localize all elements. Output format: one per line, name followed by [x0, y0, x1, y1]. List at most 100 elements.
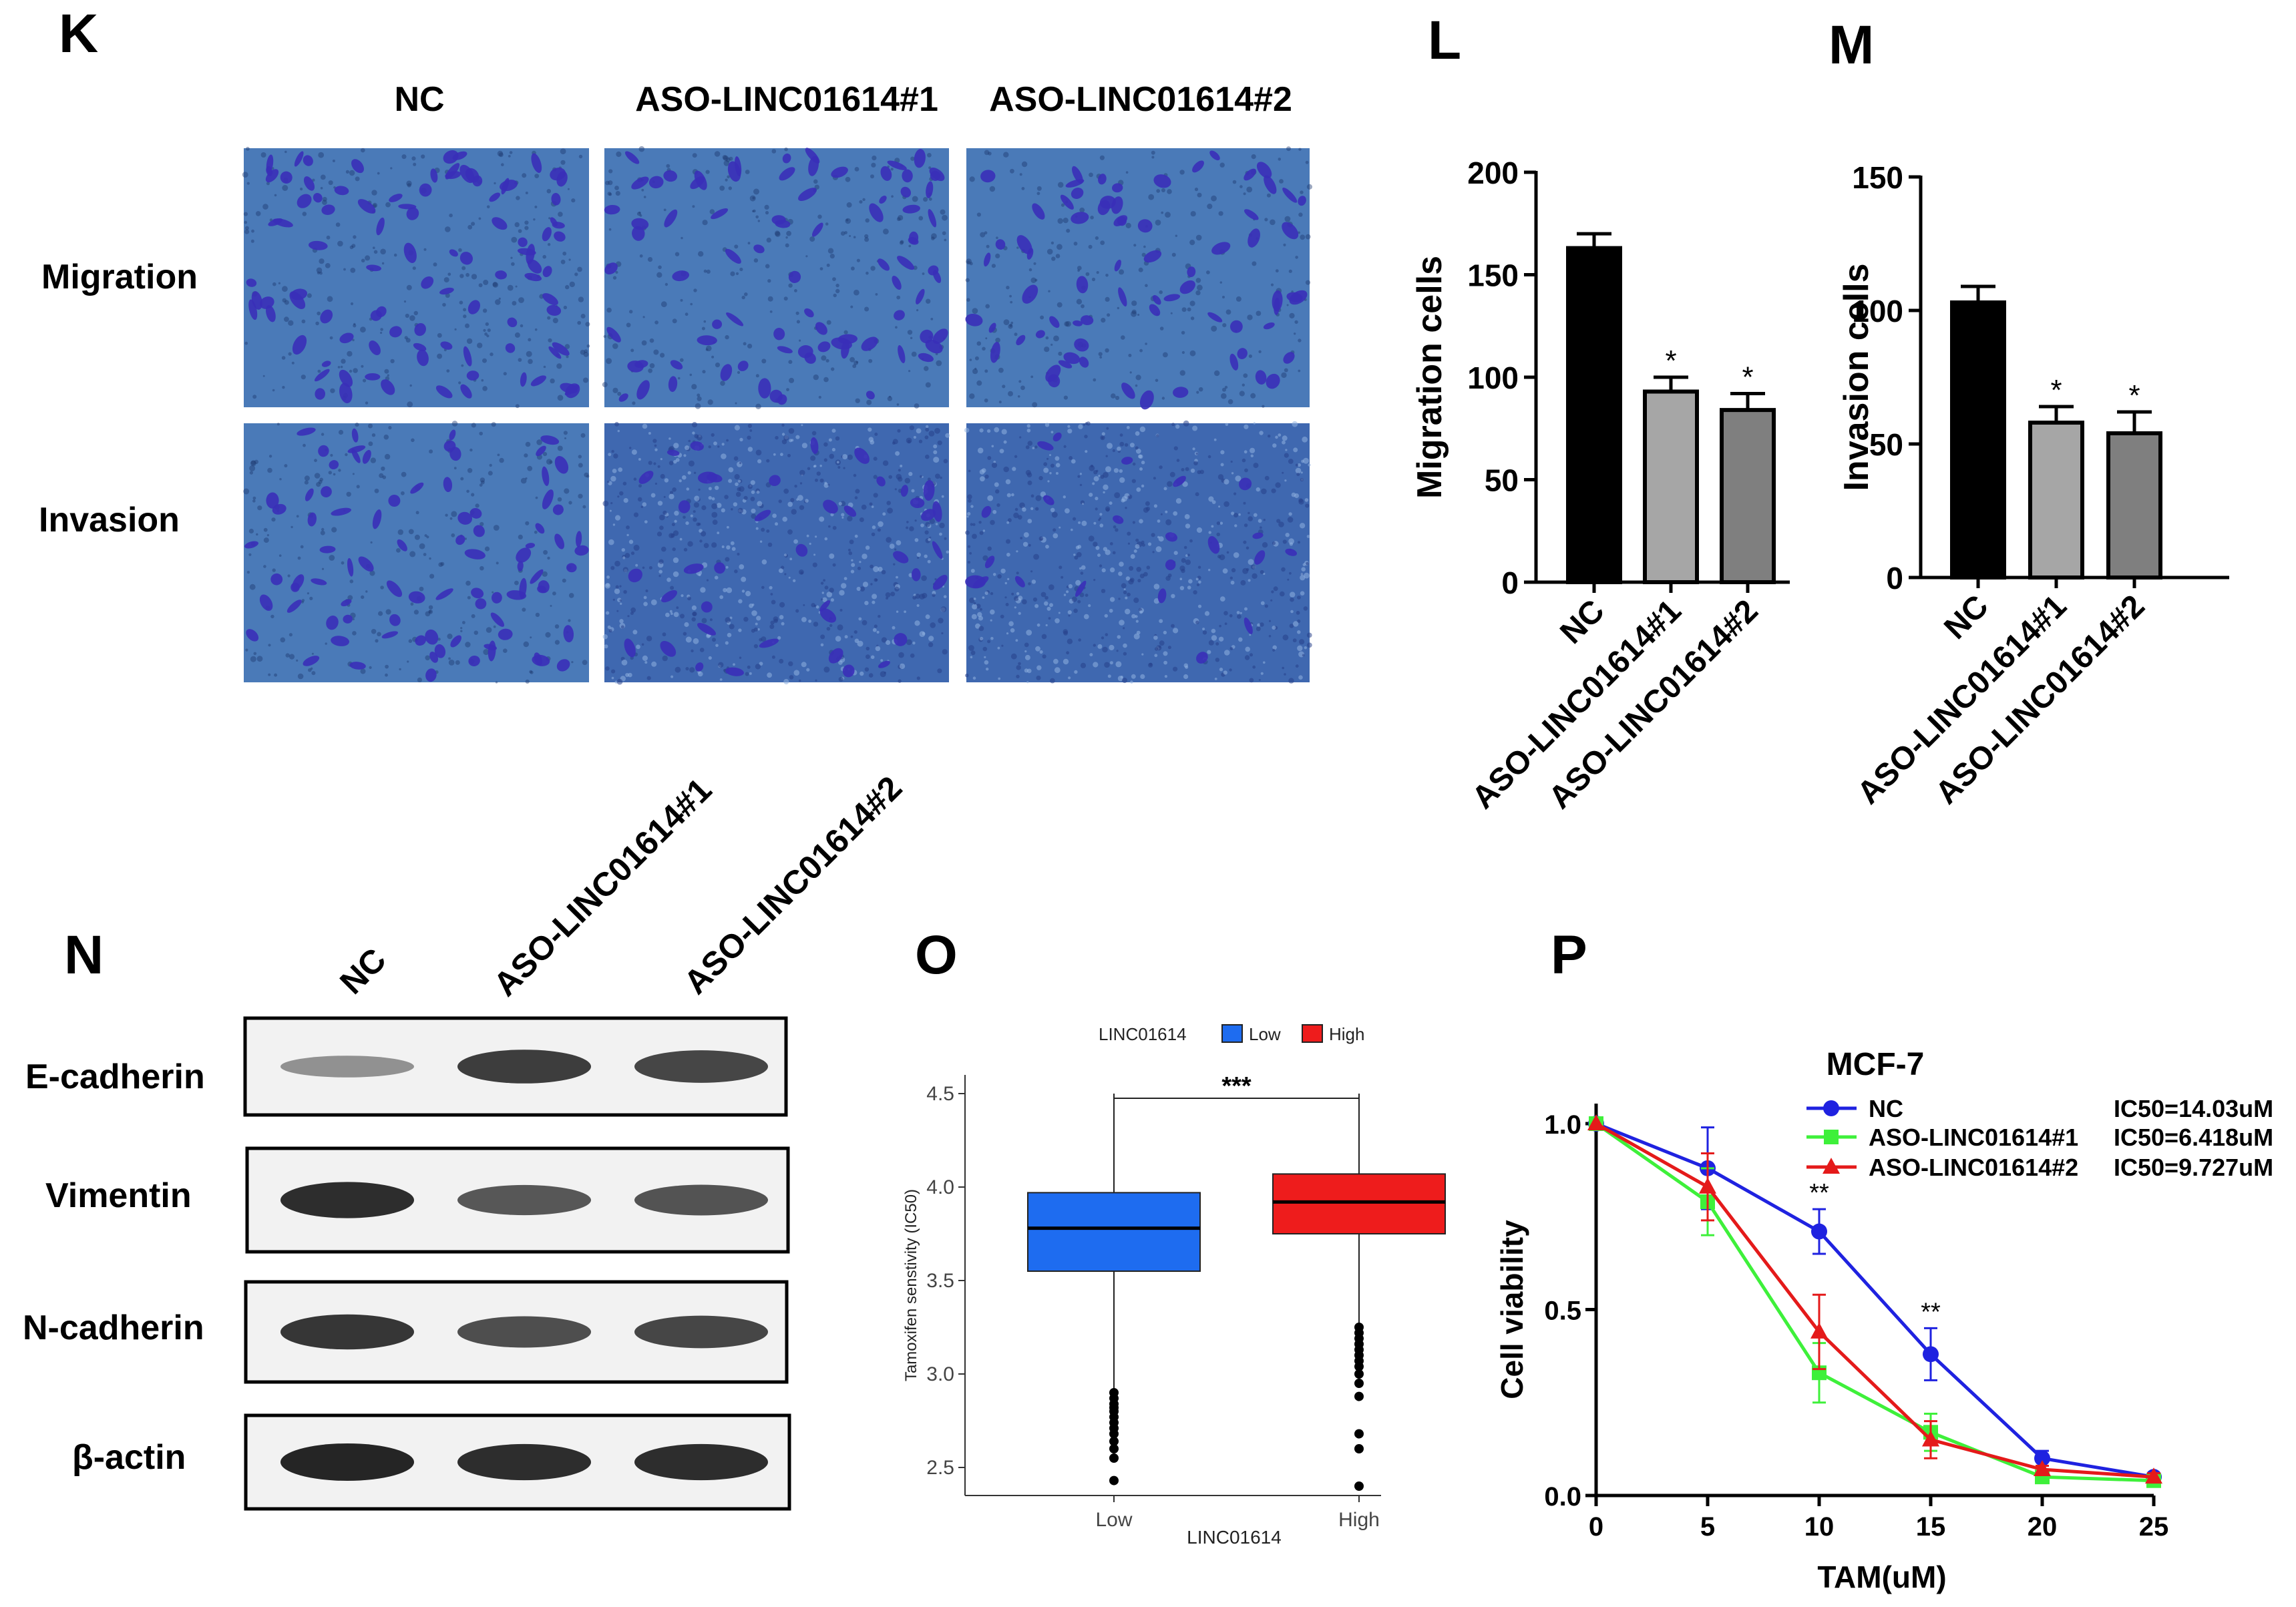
k-texture-speck — [1230, 460, 1233, 463]
k-texture-speck — [925, 427, 930, 432]
k-texture-speck — [654, 448, 658, 451]
k-texture-speck — [984, 369, 988, 373]
k-texture-speck — [941, 632, 944, 635]
k-texture-speck — [1175, 498, 1182, 504]
k-texture-speck — [413, 610, 419, 615]
k-texture-speck — [1240, 580, 1246, 586]
k-texture-speck — [714, 151, 721, 157]
k-texture-speck — [365, 255, 371, 261]
k-texture-speck — [781, 622, 785, 626]
k-texture-speck — [1003, 319, 1010, 325]
bar-ASO-LINC01614#1 — [1643, 389, 1699, 584]
k-texture-speck — [496, 561, 499, 565]
k-texture-speck — [698, 488, 701, 491]
k-stained-cell — [389, 614, 401, 626]
k-texture-speck — [747, 435, 751, 440]
k-texture-speck — [899, 240, 904, 245]
k-texture-speck — [910, 156, 915, 161]
k-texture-speck — [1085, 450, 1088, 453]
k-texture-speck — [886, 640, 891, 646]
k-texture-speck — [284, 316, 289, 322]
k-texture-speck — [1065, 320, 1071, 327]
x-tick-label: 10 — [1804, 1512, 1835, 1542]
k-texture-speck — [1282, 435, 1288, 441]
k-texture-speck — [1139, 467, 1143, 471]
k-texture-speck — [1119, 433, 1123, 437]
k-texture-speck — [1272, 648, 1276, 652]
k-texture-speck — [1208, 496, 1214, 502]
k-texture-speck — [1173, 511, 1178, 516]
k-texture-speck — [1006, 286, 1010, 290]
k-texture-speck — [1105, 506, 1111, 511]
k-texture-speck — [912, 596, 917, 600]
k-texture-speck — [393, 253, 397, 257]
k-texture-speck — [636, 212, 641, 216]
k-texture-speck — [857, 640, 864, 647]
k-texture-speck — [859, 200, 863, 204]
k-texture-speck — [898, 652, 904, 658]
k-texture-speck — [401, 491, 405, 495]
k-texture-speck — [749, 672, 752, 675]
k-texture-speck — [497, 150, 504, 157]
k-texture-speck — [443, 277, 449, 283]
k-stained-cell — [376, 217, 385, 236]
k-texture-speck — [1146, 565, 1151, 569]
k-texture-speck — [353, 324, 357, 328]
k-texture-speck — [783, 296, 788, 301]
k-texture-speck — [990, 619, 992, 622]
y-tick-label: 100 — [1467, 361, 1519, 395]
k-texture-speck — [1290, 610, 1294, 614]
k-texture-speck — [503, 648, 508, 653]
k-texture-speck — [855, 361, 859, 364]
k-texture-speck — [914, 403, 920, 409]
k-texture-speck — [1081, 520, 1087, 526]
y-axis-label: Migration cells — [1410, 256, 1449, 499]
k-texture-speck — [1103, 491, 1105, 494]
k-stained-cell — [712, 319, 723, 329]
k-texture-speck — [524, 226, 529, 230]
k-stained-cell — [1060, 194, 1074, 210]
k-texture-speck — [919, 594, 925, 600]
k-texture-speck — [747, 242, 751, 245]
k-texture-speck — [257, 505, 262, 511]
k-stained-cell — [425, 629, 439, 645]
k-texture-speck — [749, 429, 753, 432]
k-texture-speck — [1245, 646, 1250, 652]
k-texture-speck — [331, 527, 337, 533]
k-texture-speck — [1143, 507, 1149, 513]
k-texture-speck — [825, 222, 829, 226]
k-stained-cell — [1282, 222, 1299, 240]
k-stained-cell — [410, 482, 424, 494]
k-texture-speck — [698, 671, 703, 677]
k-texture-speck — [246, 571, 250, 574]
k-texture-speck — [844, 635, 848, 639]
k-texture-speck — [1294, 332, 1296, 335]
k-texture-speck — [249, 465, 256, 471]
k-texture-speck — [699, 648, 705, 652]
k-texture-speck — [518, 534, 523, 540]
k-texture-speck — [518, 297, 524, 303]
k-texture-speck — [821, 355, 827, 361]
k-texture-speck — [1016, 674, 1020, 678]
n-row-ecadherin: E-cadherin — [25, 1058, 205, 1096]
k-texture-speck — [1153, 635, 1158, 640]
k-texture-speck — [296, 515, 299, 518]
k-texture-speck — [862, 553, 868, 559]
k-texture-speck — [939, 522, 945, 529]
k-stained-cell — [517, 561, 524, 571]
k-texture-speck — [794, 485, 797, 488]
k-stained-cell — [819, 608, 837, 623]
k-texture-speck — [1308, 463, 1311, 467]
k-texture-speck — [840, 231, 845, 236]
k-texture-speck — [428, 610, 432, 614]
k-texture-speck — [681, 594, 684, 598]
k-texture-speck — [1014, 507, 1018, 511]
k-texture-speck — [1028, 268, 1032, 272]
k-texture-speck — [465, 272, 469, 277]
k-texture-speck — [1185, 467, 1189, 471]
k-texture-speck — [687, 471, 691, 475]
k-texture-speck — [615, 191, 620, 196]
k-stained-cell — [893, 551, 909, 563]
k-texture-speck — [730, 541, 735, 545]
